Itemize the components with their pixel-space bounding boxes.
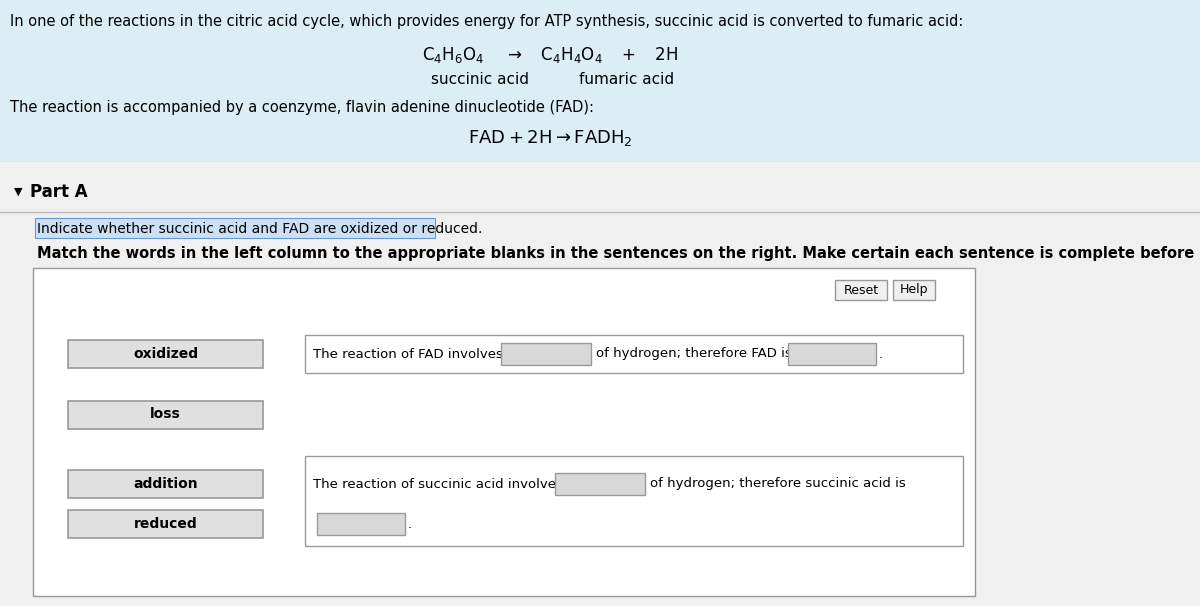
- Bar: [893, 280, 935, 300]
- Text: $\mathrm{C_4H_6O_4}$$\quad\;\rightarrow\quad$$\mathrm{C_4H_4O_4}$$\quad+\quad\ma: $\mathrm{C_4H_6O_4}$$\quad\;\rightarrow\…: [422, 45, 678, 65]
- Bar: [68, 401, 263, 428]
- Text: oxidized: oxidized: [133, 347, 198, 361]
- Bar: [35, 218, 436, 238]
- Text: succinic acid: succinic acid: [431, 72, 529, 87]
- Text: .: .: [878, 347, 883, 361]
- Text: of hydrogen; therefore succinic acid is: of hydrogen; therefore succinic acid is: [650, 478, 906, 490]
- Text: The reaction of succinic acid involves the: The reaction of succinic acid involves t…: [313, 478, 589, 490]
- Bar: [502, 343, 592, 365]
- Bar: [34, 268, 974, 596]
- Text: of hydrogen; therefore FAD is: of hydrogen; therefore FAD is: [596, 347, 792, 361]
- Bar: [554, 473, 646, 495]
- Text: Part A: Part A: [30, 183, 88, 201]
- Bar: [0, 0, 1200, 162]
- Bar: [0, 162, 1200, 606]
- Text: Reset: Reset: [844, 284, 878, 296]
- Bar: [305, 456, 964, 546]
- Text: reduced: reduced: [133, 517, 197, 531]
- Bar: [317, 513, 406, 535]
- Text: $\mathrm{FAD + 2H \rightarrow FADH_2}$: $\mathrm{FAD + 2H \rightarrow FADH_2}$: [468, 128, 632, 148]
- Text: ▼: ▼: [14, 187, 23, 197]
- Text: In one of the reactions in the citric acid cycle, which provides energy for ATP : In one of the reactions in the citric ac…: [10, 14, 964, 29]
- Text: loss: loss: [150, 407, 181, 422]
- Text: The reaction of FAD involves the: The reaction of FAD involves the: [313, 347, 529, 361]
- Bar: [305, 335, 964, 373]
- Text: fumaric acid: fumaric acid: [580, 72, 674, 87]
- Bar: [68, 470, 263, 498]
- Bar: [835, 280, 887, 300]
- Bar: [68, 510, 263, 538]
- Text: Match the words in the left column to the appropriate blanks in the sentences on: Match the words in the left column to th…: [37, 246, 1200, 261]
- Text: addition: addition: [133, 477, 198, 491]
- Text: .: .: [408, 518, 412, 530]
- Text: Indicate whether succinic acid and FAD are oxidized or reduced.: Indicate whether succinic acid and FAD a…: [37, 222, 482, 236]
- Bar: [68, 340, 263, 368]
- Bar: [0, 162, 1200, 606]
- Text: The reaction is accompanied by a coenzyme, flavin adenine dinucleotide (FAD):: The reaction is accompanied by a coenzym…: [10, 100, 594, 115]
- Bar: [788, 343, 876, 365]
- Text: Help: Help: [900, 284, 929, 296]
